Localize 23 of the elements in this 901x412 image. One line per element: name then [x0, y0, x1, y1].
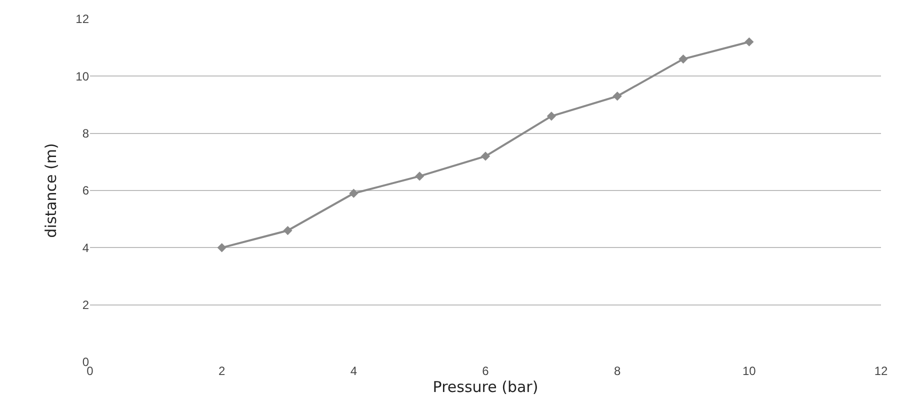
point: [480, 152, 490, 161]
point: [744, 37, 754, 46]
x-tick-label: 12: [874, 364, 888, 378]
y-tick-label: 12: [76, 12, 90, 26]
x-tick-label: 6: [482, 364, 490, 378]
x-tick-label: 4: [350, 364, 358, 378]
y-tick-label: 8: [82, 126, 90, 141]
point: [612, 92, 622, 101]
x-tick-label: 8: [614, 364, 621, 378]
y-tick-label: 4: [82, 240, 90, 255]
point: [678, 54, 688, 64]
y-tick-label: 2: [82, 298, 90, 312]
point: [546, 112, 556, 121]
y-axis-title: distance (m): [42, 143, 60, 238]
x-tick-label: 10: [742, 364, 756, 378]
x-tick-label: 2: [218, 364, 226, 378]
y-tick-label: 10: [76, 69, 90, 84]
point: [283, 226, 292, 236]
point: [415, 172, 424, 181]
y-tick-label: 6: [82, 184, 90, 198]
point: [217, 243, 226, 252]
x-axis-title: Pressure (bar): [432, 378, 538, 396]
point: [349, 188, 358, 198]
